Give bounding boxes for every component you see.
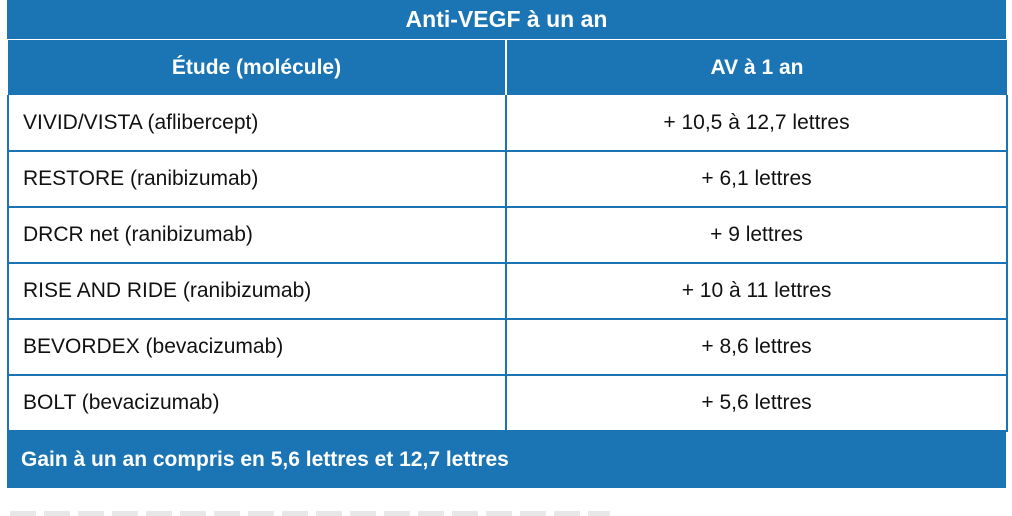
study-cell: RESTORE (ranibizumab) xyxy=(7,151,507,208)
table-title: Anti-VEGF à un an xyxy=(7,0,1006,40)
table-row: BOLT (bevacizumab) + 5,6 lettres xyxy=(7,375,1008,432)
header-study: Étude (molécule) xyxy=(8,40,507,95)
table-row: RISE AND RIDE (ranibizumab) + 10 à 11 le… xyxy=(7,263,1008,320)
av-cell: + 10,5 à 12,7 lettres xyxy=(505,95,1008,152)
anti-vegf-table: Anti-VEGF à un an Étude (molécule) AV à … xyxy=(7,0,1008,488)
header-av: AV à 1 an xyxy=(506,40,1007,95)
table-row: RESTORE (ranibizumab) + 6,1 lettres xyxy=(7,151,1008,208)
study-cell: RISE AND RIDE (ranibizumab) xyxy=(7,263,507,320)
table-row: BEVORDEX (bevacizumab) + 8,6 lettres xyxy=(7,319,1008,376)
study-cell: DRCR net (ranibizumab) xyxy=(7,207,507,264)
av-cell: + 9 lettres xyxy=(505,207,1008,264)
av-cell: + 10 à 11 lettres xyxy=(505,263,1008,320)
av-cell: + 5,6 lettres xyxy=(505,375,1008,432)
cropped-caption-remnant xyxy=(10,511,610,516)
header-row: Étude (molécule) AV à 1 an xyxy=(8,40,1007,95)
av-cell: + 8,6 lettres xyxy=(505,319,1008,376)
study-cell: BEVORDEX (bevacizumab) xyxy=(7,319,507,376)
study-cell: VIVID/VISTA (aflibercept) xyxy=(7,95,507,152)
av-cell: + 6,1 lettres xyxy=(505,151,1008,208)
table-row: VIVID/VISTA (aflibercept) + 10,5 à 12,7 … xyxy=(7,95,1008,152)
table-footer: Gain à un an compris en 5,6 lettres et 1… xyxy=(7,432,1006,488)
results-table: Étude (molécule) AV à 1 an VIVID/VISTA (… xyxy=(7,40,1008,432)
study-cell: BOLT (bevacizumab) xyxy=(7,375,507,432)
table-row: DRCR net (ranibizumab) + 9 lettres xyxy=(7,207,1008,264)
